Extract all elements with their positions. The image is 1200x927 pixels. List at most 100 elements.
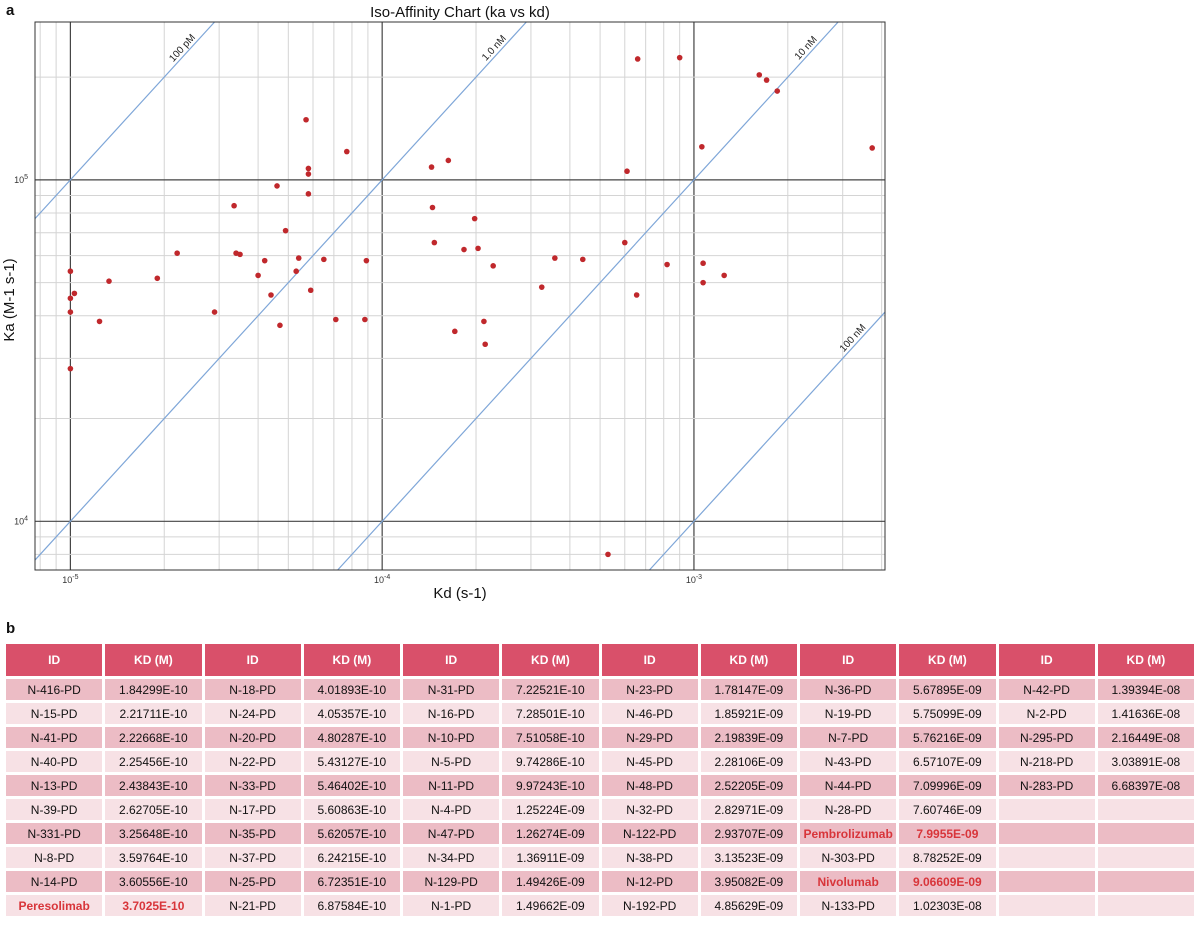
data-point — [307, 287, 314, 294]
cell-kd: 3.59764E-10 — [105, 847, 202, 868]
data-point — [255, 272, 261, 279]
data-point — [621, 239, 628, 246]
cell-id: N-303-PD — [800, 847, 897, 868]
panel-b-label: b — [6, 620, 16, 637]
cell-kd: 1.85921E-09 — [700, 703, 797, 724]
cell-id: N-15-PD — [6, 703, 103, 724]
cell-id: N-38-PD — [601, 847, 698, 868]
cell-id: N-33-PD — [204, 775, 301, 796]
cell-id: N-36-PD — [800, 679, 897, 700]
cell-kd: 2.43843E-10 — [105, 775, 202, 796]
data-point — [67, 365, 74, 372]
cell-id — [998, 895, 1095, 916]
column-header-id: ID — [800, 644, 897, 676]
data-point — [634, 56, 641, 62]
cell-id: N-24-PD — [204, 703, 301, 724]
data-point — [538, 284, 545, 290]
iso-line — [34, 21, 215, 220]
cell-id: N-28-PD — [800, 799, 897, 820]
cell-kd: 5.60863E-10 — [303, 799, 400, 820]
cell-id: N-32-PD — [601, 799, 698, 820]
x-axis-label: Kd (s-1) — [433, 585, 486, 602]
data-point — [305, 171, 312, 177]
x-tick-label: 10-5 — [62, 574, 78, 585]
cell-kd: 3.7025E-10 — [105, 895, 202, 916]
cell-kd: 5.67895E-09 — [899, 679, 996, 700]
data-point — [431, 239, 438, 246]
cell-kd: 8.78252E-09 — [899, 847, 996, 868]
cell-id: N-14-PD — [6, 871, 103, 892]
kd-table-container: ID KD (M) ID KD (M) ID KD (M) ID KD (M) ID KD (M)… — [6, 641, 1194, 919]
table-row: N-8-PD 3.59764E-10 N-37-PD 6.24215E-10 N-34-… — [6, 847, 1194, 868]
axis-ticks: 10-5 10-4 10-3 104 105 — [14, 174, 702, 585]
data-point — [774, 88, 781, 94]
data-point — [552, 255, 558, 261]
cell-id — [998, 847, 1095, 868]
cell-kd: 2.62705E-10 — [105, 799, 202, 820]
cell-kd: 2.28106E-09 — [700, 751, 797, 772]
iso-line-label: 1.0 nM — [480, 33, 509, 63]
column-header-kd: KD (M) — [105, 644, 202, 676]
data-point — [624, 168, 630, 175]
cell-id: N-133-PD — [800, 895, 897, 916]
iso-line — [34, 21, 527, 561]
cell-id: N-192-PD — [601, 895, 698, 916]
cell-id: Pembrolizumab — [800, 823, 897, 844]
iso-line — [337, 21, 839, 571]
cell-kd — [1097, 895, 1194, 916]
iso-line-label: 100 pM — [167, 32, 198, 64]
data-point — [475, 245, 481, 252]
data-point — [699, 143, 705, 150]
cell-id: N-44-PD — [800, 775, 897, 796]
cell-id: N-16-PD — [403, 703, 500, 724]
data-point — [429, 204, 436, 211]
cell-id: N-13-PD — [6, 775, 103, 796]
data-point — [362, 316, 368, 323]
cell-id: N-34-PD — [403, 847, 500, 868]
cell-kd: 2.22668E-10 — [105, 727, 202, 748]
table-row: N-39-PD 2.62705E-10 N-17-PD 5.60863E-10 N-4-… — [6, 799, 1194, 820]
cell-id: N-31-PD — [403, 679, 500, 700]
cell-id: N-46-PD — [601, 703, 698, 724]
column-header-id: ID — [998, 644, 1095, 676]
cell-kd: 1.39394E-08 — [1097, 679, 1194, 700]
data-point — [282, 227, 289, 234]
cell-id: N-4-PD — [403, 799, 500, 820]
cell-id: N-122-PD — [601, 823, 698, 844]
cell-kd: 9.97243E-10 — [502, 775, 599, 796]
cell-kd: 4.05357E-10 — [303, 703, 400, 724]
data-point — [295, 255, 302, 261]
cell-id: N-25-PD — [204, 871, 301, 892]
cell-kd: 5.75099E-09 — [899, 703, 996, 724]
cell-id: N-35-PD — [204, 823, 301, 844]
cell-kd: 1.41636E-08 — [1097, 703, 1194, 724]
cell-kd: 7.51058E-10 — [502, 727, 599, 748]
data-point — [67, 309, 74, 315]
cell-kd: 3.60556E-10 — [105, 871, 202, 892]
cell-kd: 2.16449E-08 — [1097, 727, 1194, 748]
cell-id: N-40-PD — [6, 751, 103, 772]
cell-id: N-1-PD — [403, 895, 500, 916]
cell-kd: 1.49662E-09 — [502, 895, 599, 916]
cell-id: N-47-PD — [403, 823, 500, 844]
table-row: N-331-PD 3.25648E-10 N-35-PD 5.62057E-10 N-4… — [6, 823, 1194, 844]
cell-id — [998, 823, 1095, 844]
cell-kd: 7.28501E-10 — [502, 703, 599, 724]
table-row: Peresolimab 3.7025E-10 N-21-PD 6.87584E-10 N… — [6, 895, 1194, 916]
cell-id: N-2-PD — [998, 703, 1095, 724]
plot-frame — [34, 21, 886, 571]
cell-kd — [1097, 847, 1194, 868]
kd-table: ID KD (M) ID KD (M) ID KD (M) ID KD (M) ID KD (M)… — [3, 641, 1197, 919]
cell-kd: 3.95082E-09 — [700, 871, 797, 892]
data-point — [96, 318, 103, 325]
table-row: N-13-PD 2.43843E-10 N-33-PD 5.46402E-10 N-11… — [6, 775, 1194, 796]
cell-kd: 3.13523E-09 — [700, 847, 797, 868]
data-point — [261, 257, 268, 264]
iso-affinity-chart: Iso-Affinity Chart (ka vs kd) Kd (s-1) K… — [1, 4, 886, 602]
cell-kd: 5.76216E-09 — [899, 727, 996, 748]
cell-kd: 1.78147E-09 — [700, 679, 797, 700]
data-point — [106, 278, 112, 284]
data-point — [274, 183, 280, 189]
data-point — [154, 275, 161, 282]
data-point — [633, 292, 640, 298]
